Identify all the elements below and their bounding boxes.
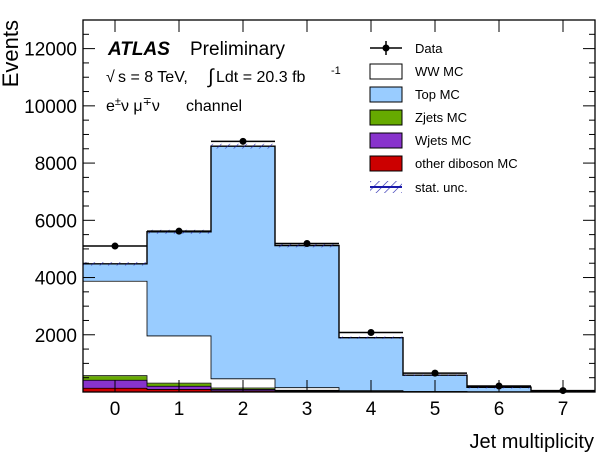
bar-top-mc-0 <box>83 263 147 282</box>
plot-area <box>82 143 596 393</box>
data-points <box>83 137 595 395</box>
data-point-2 <box>211 137 275 145</box>
bar-zjets-mc-0 <box>83 375 147 381</box>
data-point-1 <box>147 227 211 235</box>
x-tick-label: 1 <box>174 399 185 420</box>
x-tick-label: 0 <box>110 399 121 420</box>
legend-item-wjets: Wjets MC <box>369 132 471 149</box>
legend-label-diboson: other diboson MC <box>415 156 518 171</box>
y-tick-label: 8000 <box>35 154 77 175</box>
legend-label-zjets: Zjets MC <box>415 110 467 125</box>
data-point-7 <box>531 387 595 395</box>
legend-label-stat-unc: stat. unc. <box>415 180 468 195</box>
legend-label-top: Top MC <box>415 87 460 102</box>
data-point-marker <box>367 328 375 336</box>
x-axis-title: Jet multiplicity <box>470 431 594 453</box>
data-point-4 <box>339 328 403 336</box>
energy-lumi-label: √ s = 8 TeV, ∫ Ldt = 20.3 fb -1 <box>106 65 341 88</box>
axes: 2000 4000 6000 8000 10000 12000 0 1 2 3 4 5 6 7 <box>24 19 595 420</box>
x-tick-label: 4 <box>366 399 377 420</box>
legend-item-data: Data <box>370 41 443 56</box>
data-point-marker <box>431 369 439 377</box>
x-tick-label: 7 <box>558 399 569 420</box>
data-point-5 <box>403 369 467 377</box>
y-tick-label: 4000 <box>35 269 77 290</box>
lumi-exponent: -1 <box>331 65 341 77</box>
y-axis-title: Events <box>0 20 23 87</box>
y-tick-label: 10000 <box>24 97 77 118</box>
y-tick-label: 2000 <box>35 326 77 347</box>
x-tick-label: 5 <box>430 399 441 420</box>
x-tick-label: 3 <box>302 399 313 420</box>
y-tick-label: 12000 <box>24 40 77 61</box>
legend-item-stat-unc: stat. unc. <box>370 180 468 195</box>
channel-particles: e±ν μ∓ν <box>106 96 160 115</box>
data-point-marker <box>175 227 183 235</box>
x-tick-label: 2 <box>238 399 249 420</box>
preliminary-text: Preliminary <box>190 39 286 60</box>
integral-symbol: ∫ <box>207 66 215 88</box>
bar-top-mc-2 <box>211 146 275 379</box>
legend-item-ww: WW MC <box>369 63 463 80</box>
data-point-marker <box>495 382 503 390</box>
stat-unc-band-0 <box>83 262 147 266</box>
bar-top-mc-1 <box>147 231 211 336</box>
legend-label-wjets: Wjets MC <box>415 133 471 148</box>
lumi-text: Ldt = 20.3 fb <box>216 69 306 86</box>
data-point-marker <box>303 239 311 247</box>
y-tick-label: 6000 <box>35 211 77 232</box>
channel-label: e±ν μ∓ν channel <box>106 96 242 115</box>
bar-ww-mc-0 <box>82 280 148 377</box>
data-point-6 <box>467 382 531 390</box>
legend-label-ww: WW MC <box>415 64 463 79</box>
atlas-text: ATLAS <box>107 39 170 60</box>
legend-label-data: Data <box>415 41 443 56</box>
legend-item-zjets: Zjets MC <box>369 109 467 126</box>
bar-ww-mc-1 <box>146 335 212 384</box>
legend-item-diboson: other diboson MC <box>369 155 518 172</box>
legend: Data WW MC Top MC Zjets MC Wjets MC othe… <box>369 41 518 195</box>
data-point-marker <box>239 137 247 145</box>
channel-text: channel <box>186 98 242 115</box>
stat-unc-band-2 <box>211 143 275 149</box>
sqrt-symbol: √ <box>106 69 115 86</box>
stat-unc-band-4 <box>339 336 403 339</box>
energy-text: s = 8 TeV, <box>118 69 188 86</box>
data-point-3 <box>275 239 339 247</box>
data-point-marker <box>111 242 119 250</box>
data-point-0 <box>83 242 147 250</box>
data-point-marker <box>559 387 567 395</box>
legend-item-top: Top MC <box>369 86 460 103</box>
bar-top-mc-3 <box>275 245 339 388</box>
atlas-label: ATLAS Preliminary <box>107 39 286 60</box>
x-tick-label: 6 <box>494 399 505 420</box>
